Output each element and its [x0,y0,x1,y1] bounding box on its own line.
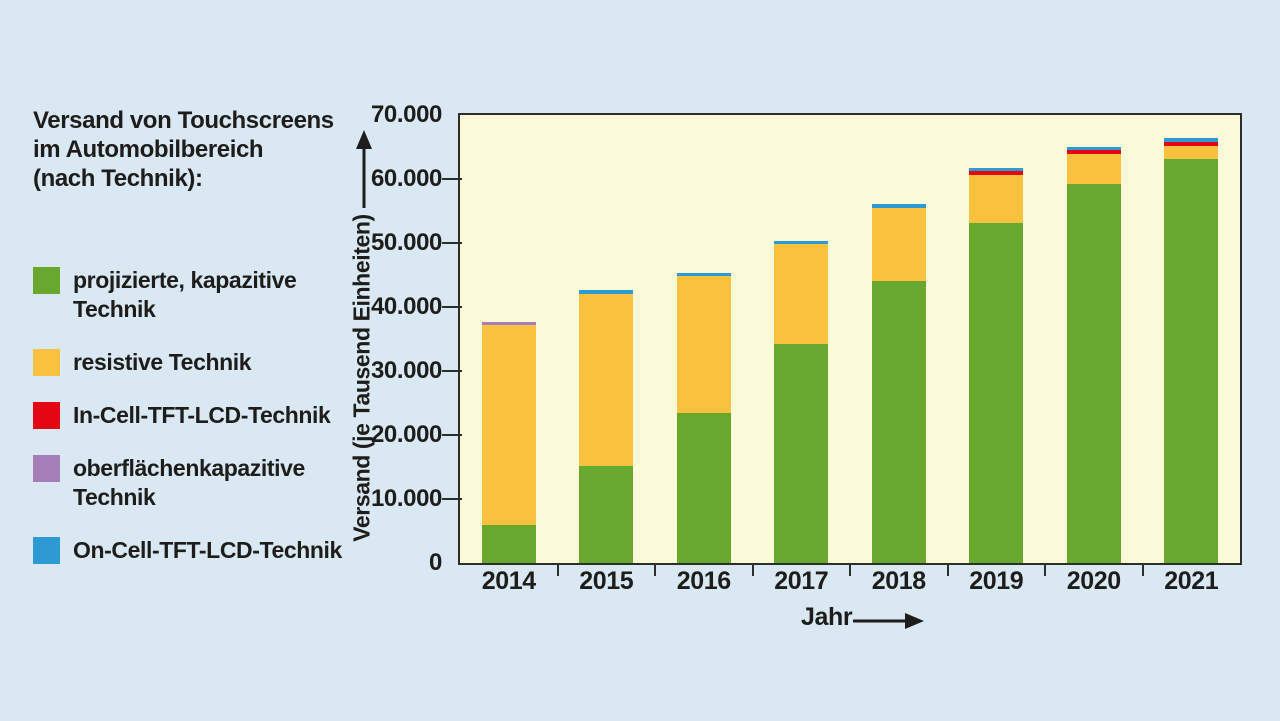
legend-label: In-Cell-TFT-LCD-Technik [73,402,331,428]
x-category-label: 2016 [676,567,731,595]
bar-stack [1066,147,1121,563]
bar-segment [774,244,829,344]
legend-item-resistive: resistive Technik [33,348,373,377]
bar-column-2016 [655,115,753,563]
y-tick-label: 50.000 [370,229,442,256]
bar-segment [871,281,926,563]
bar-column-2020 [1045,115,1143,563]
y-axis-arrow-icon [356,130,372,208]
bar-segment [1164,142,1219,146]
bar-segment [969,171,1024,175]
bar-column-2014 [460,115,558,563]
bar-segment [579,465,634,563]
x-category-label: 2019 [969,567,1024,595]
y-axis-tick-labels: 0 10.000 20.000 30.000 40.000 50.000 60.000 70.… [350,101,450,576]
bar-segment [676,413,731,563]
bar-segment [969,167,1024,171]
blue-swatch-icon [33,537,60,564]
bar-stack [969,167,1024,563]
bar-segment [871,204,926,208]
x-axis-arrow-icon [853,613,924,629]
bar-segment [1164,159,1219,563]
bar-stack [579,290,634,563]
bar-segment [969,174,1024,223]
bar-segment [481,322,536,325]
bar-stack [1164,138,1219,563]
legend-label: resistive Technik [73,349,252,375]
bar-segment [579,290,634,294]
legend: projizierte, kapazitive Technik resistiv… [33,266,373,565]
x-category-label: 2020 [1066,567,1121,595]
x-category-label: 2015 [579,567,634,595]
y-tick-label: 30.000 [370,357,442,384]
y-tick-label: 10.000 [370,485,442,512]
bar-series [460,115,1240,563]
legend-label: oberflächenkapazitive Technik [73,455,305,510]
bar-segment [579,293,634,466]
bar-column-2017 [753,115,851,563]
plot-area [442,113,1242,576]
green-swatch-icon [33,267,60,294]
bar-segment [676,276,731,414]
yellow-swatch-icon [33,349,60,376]
bar-segment [481,324,536,525]
legend-item-surface-capacitive: oberflächenkapazitive Technik [33,454,373,512]
bar-segment [1164,138,1219,143]
bar-segment [774,240,829,245]
bar-segment [1066,184,1121,563]
bar-segment [1066,154,1121,185]
bar-segment [481,524,536,563]
bar-column-2015 [558,115,656,563]
y-tick-label: 0 [429,549,442,576]
bar-stack [676,273,731,563]
legend-label: projizierte, kapazitive Technik [73,267,297,322]
bar-segment [1164,145,1219,160]
y-tick-label: 40.000 [370,293,442,320]
y-tick-label: 20.000 [370,421,442,448]
bar-segment [1066,147,1121,151]
legend-label: On-Cell-TFT-LCD-Technik [73,537,342,563]
chart-title: Versand von Touchscreens im Automobilber… [33,107,334,192]
legend-item-on-cell: On-Cell-TFT-LCD-Technik [33,536,373,565]
bar-stack [871,204,926,563]
x-category-label: 2018 [871,567,926,595]
x-axis-title: Jahr [801,603,853,631]
bar-column-2018 [850,115,948,563]
purple-swatch-icon [33,455,60,482]
bar-stack [774,240,829,563]
bar-segment [676,273,731,277]
legend-item-in-cell: In-Cell-TFT-LCD-Technik [33,401,373,430]
red-swatch-icon [33,402,60,429]
x-category-label: 2017 [774,567,829,595]
x-category-label: 2014 [481,567,536,595]
legend-item-projected-capacitive: projizierte, kapazitive Technik [33,266,373,324]
bar-stack [481,322,536,563]
bar-segment [774,343,829,563]
x-axis-category-labels: 2014 2015 2016 2017 2018 2019 2020 2021 [460,566,1240,596]
bar-column-2021 [1143,115,1241,563]
y-tick-label: 60.000 [370,165,442,192]
y-tick-label: 70.000 [370,101,442,128]
x-category-label: 2021 [1164,567,1219,595]
bar-segment [871,207,926,282]
bar-column-2019 [948,115,1046,563]
bar-segment [969,222,1024,563]
bar-segment [1066,150,1121,155]
